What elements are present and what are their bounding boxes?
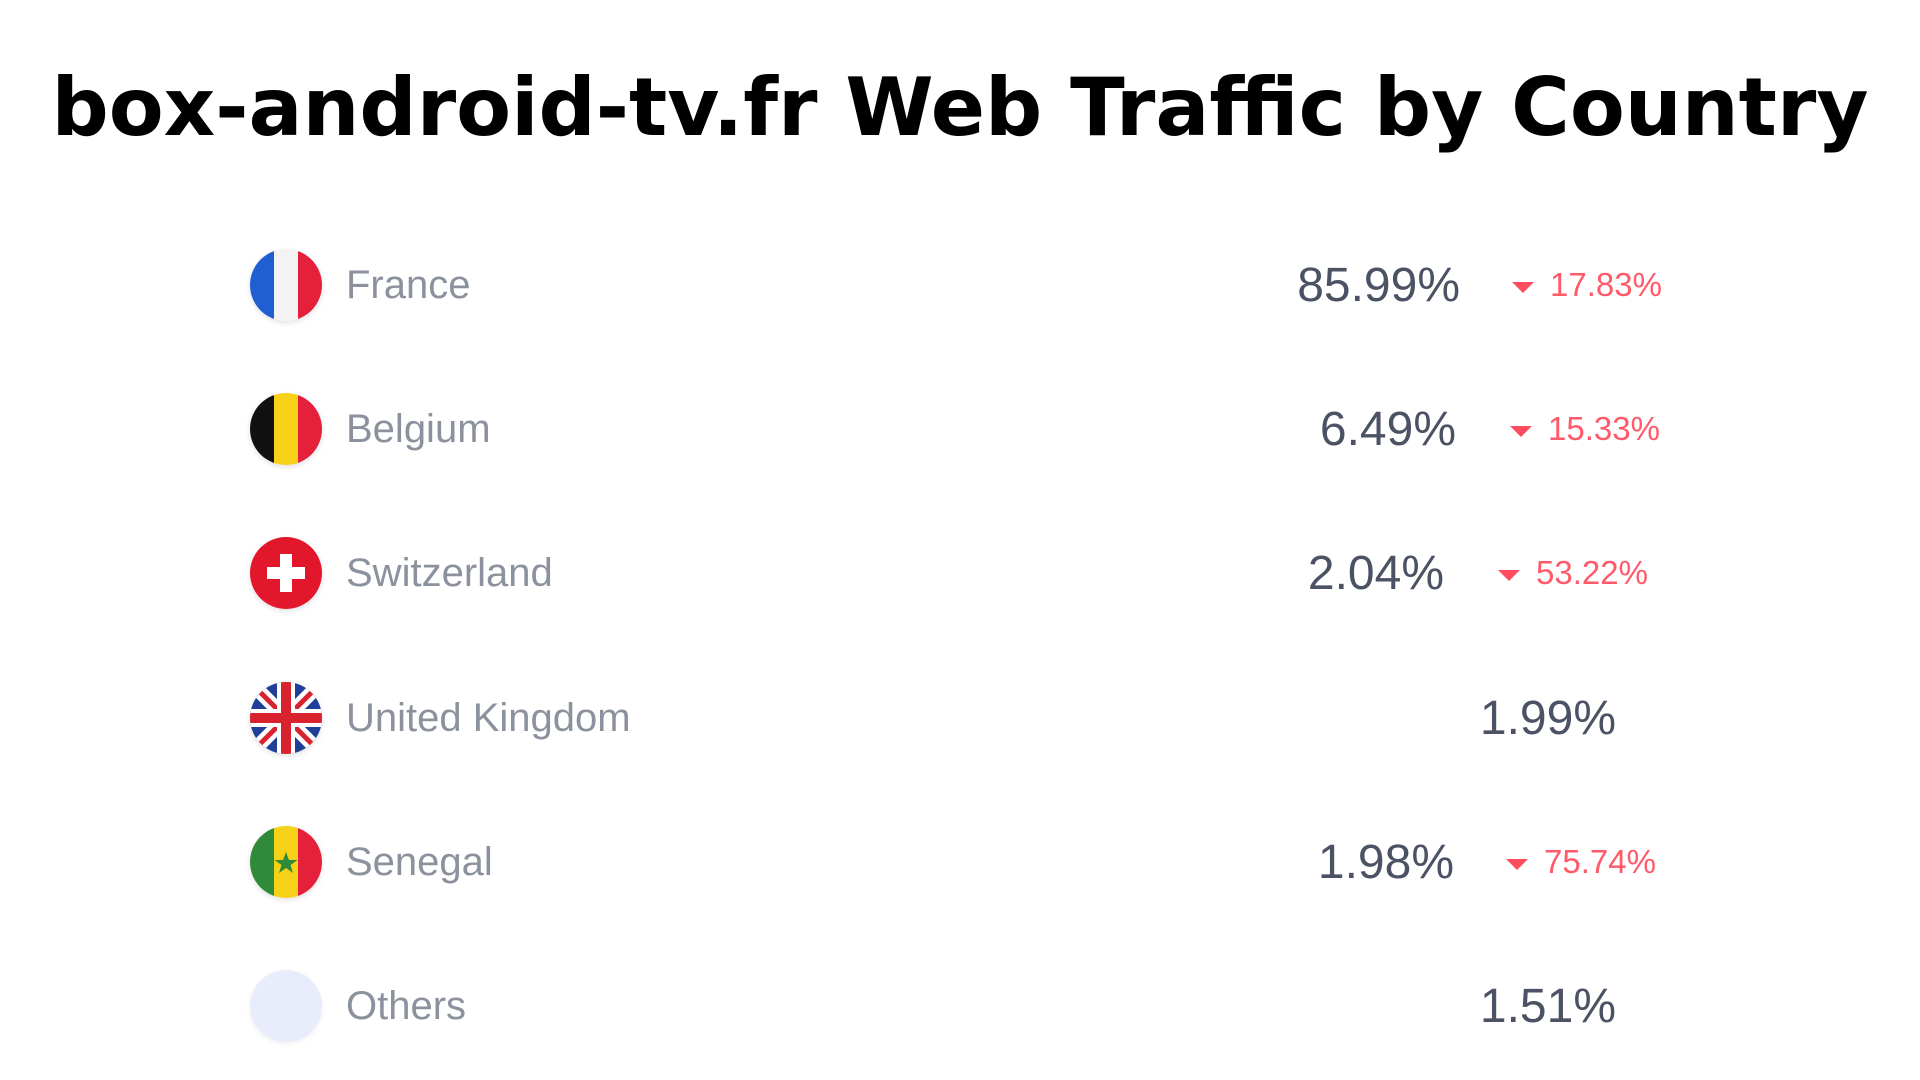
traffic-share: 2.04% [1307, 547, 1444, 600]
table-row: France 85.99% 17.83% [0, 235, 1920, 335]
country-name: United Kingdom [346, 696, 631, 740]
traffic-change: 17.83% [1512, 265, 1662, 305]
belgium-flag-icon [250, 393, 322, 465]
traffic-change: 53.22% [1498, 553, 1648, 593]
traffic-change-value: 17.83% [1550, 266, 1662, 303]
down-triangle-icon [1506, 858, 1528, 870]
traffic-share: 6.49% [1319, 403, 1456, 456]
country-name: Switzerland [346, 551, 553, 595]
traffic-share: 1.98% [1317, 836, 1454, 889]
country-name: Senegal [346, 840, 493, 884]
page-title: box-android-tv.fr Web Traffic by Country [51, 61, 1869, 154]
others-dot-icon [250, 970, 322, 1042]
table-row: Belgium 6.49% 15.33% [0, 379, 1920, 479]
down-triangle-icon [1510, 425, 1532, 437]
united-kingdom-flag-icon [250, 682, 322, 754]
country-name: France [346, 263, 471, 307]
traffic-change-value: 15.33% [1548, 410, 1660, 447]
traffic-change: 15.33% [1510, 409, 1660, 449]
traffic-change-value: 75.74% [1544, 843, 1656, 880]
table-row: Switzerland 2.04% 53.22% [0, 523, 1920, 623]
country-name: Belgium [346, 407, 491, 451]
table-row: Others 1.51% [0, 956, 1920, 1056]
senegal-flag-icon [250, 826, 322, 898]
traffic-change-value: 53.22% [1536, 554, 1648, 591]
traffic-share: 85.99% [1297, 259, 1460, 312]
traffic-change: 75.74% [1506, 842, 1656, 882]
traffic-share: 1.51% [1479, 980, 1616, 1033]
down-triangle-icon [1498, 569, 1520, 581]
switzerland-flag-icon [250, 537, 322, 609]
france-flag-icon [250, 249, 322, 321]
country-name: Others [346, 984, 467, 1028]
table-row: Senegal 1.98% 75.74% [0, 812, 1920, 912]
down-triangle-icon [1512, 281, 1534, 293]
table-row: United Kingdom 1.99% [0, 668, 1920, 768]
traffic-share: 1.99% [1479, 692, 1616, 745]
